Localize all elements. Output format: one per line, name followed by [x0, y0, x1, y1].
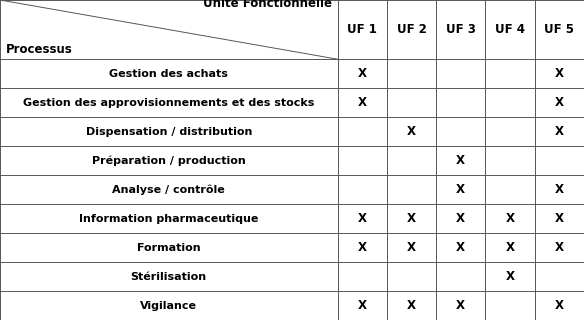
Text: X: X: [407, 125, 416, 138]
Text: X: X: [555, 96, 564, 109]
Text: X: X: [506, 241, 515, 254]
Text: UF 3: UF 3: [446, 23, 476, 36]
Text: Information pharmaceutique: Information pharmaceutique: [79, 213, 259, 224]
Text: Unité Fonctionnelle: Unité Fonctionnelle: [203, 0, 332, 10]
Text: X: X: [506, 270, 515, 283]
Text: Formation: Formation: [137, 243, 200, 252]
Text: Vigilance: Vigilance: [140, 300, 197, 310]
Text: Gestion des achats: Gestion des achats: [109, 69, 228, 79]
Text: Analyse / contrôle: Analyse / contrôle: [112, 184, 225, 195]
Text: X: X: [555, 241, 564, 254]
Text: X: X: [456, 299, 465, 312]
Text: Processus: Processus: [6, 43, 72, 56]
Text: X: X: [555, 125, 564, 138]
Text: UF 2: UF 2: [397, 23, 426, 36]
Text: X: X: [357, 241, 367, 254]
Text: X: X: [456, 241, 465, 254]
Text: UF 5: UF 5: [544, 23, 574, 36]
Text: UF 4: UF 4: [495, 23, 525, 36]
Text: Dispensation / distribution: Dispensation / distribution: [86, 127, 252, 137]
Text: X: X: [456, 154, 465, 167]
Text: X: X: [357, 67, 367, 80]
Text: X: X: [506, 212, 515, 225]
Text: Gestion des approvisionnements et des stocks: Gestion des approvisionnements et des st…: [23, 98, 314, 108]
Text: X: X: [555, 299, 564, 312]
Text: X: X: [357, 96, 367, 109]
Text: X: X: [456, 212, 465, 225]
Text: X: X: [555, 67, 564, 80]
Text: X: X: [407, 299, 416, 312]
Text: X: X: [555, 183, 564, 196]
Text: Stérilisation: Stérilisation: [131, 272, 207, 282]
Text: X: X: [357, 212, 367, 225]
Text: X: X: [456, 183, 465, 196]
Text: UF 1: UF 1: [347, 23, 377, 36]
Text: X: X: [357, 299, 367, 312]
Text: X: X: [555, 212, 564, 225]
Text: Préparation / production: Préparation / production: [92, 156, 246, 166]
Text: X: X: [407, 212, 416, 225]
Text: X: X: [407, 241, 416, 254]
